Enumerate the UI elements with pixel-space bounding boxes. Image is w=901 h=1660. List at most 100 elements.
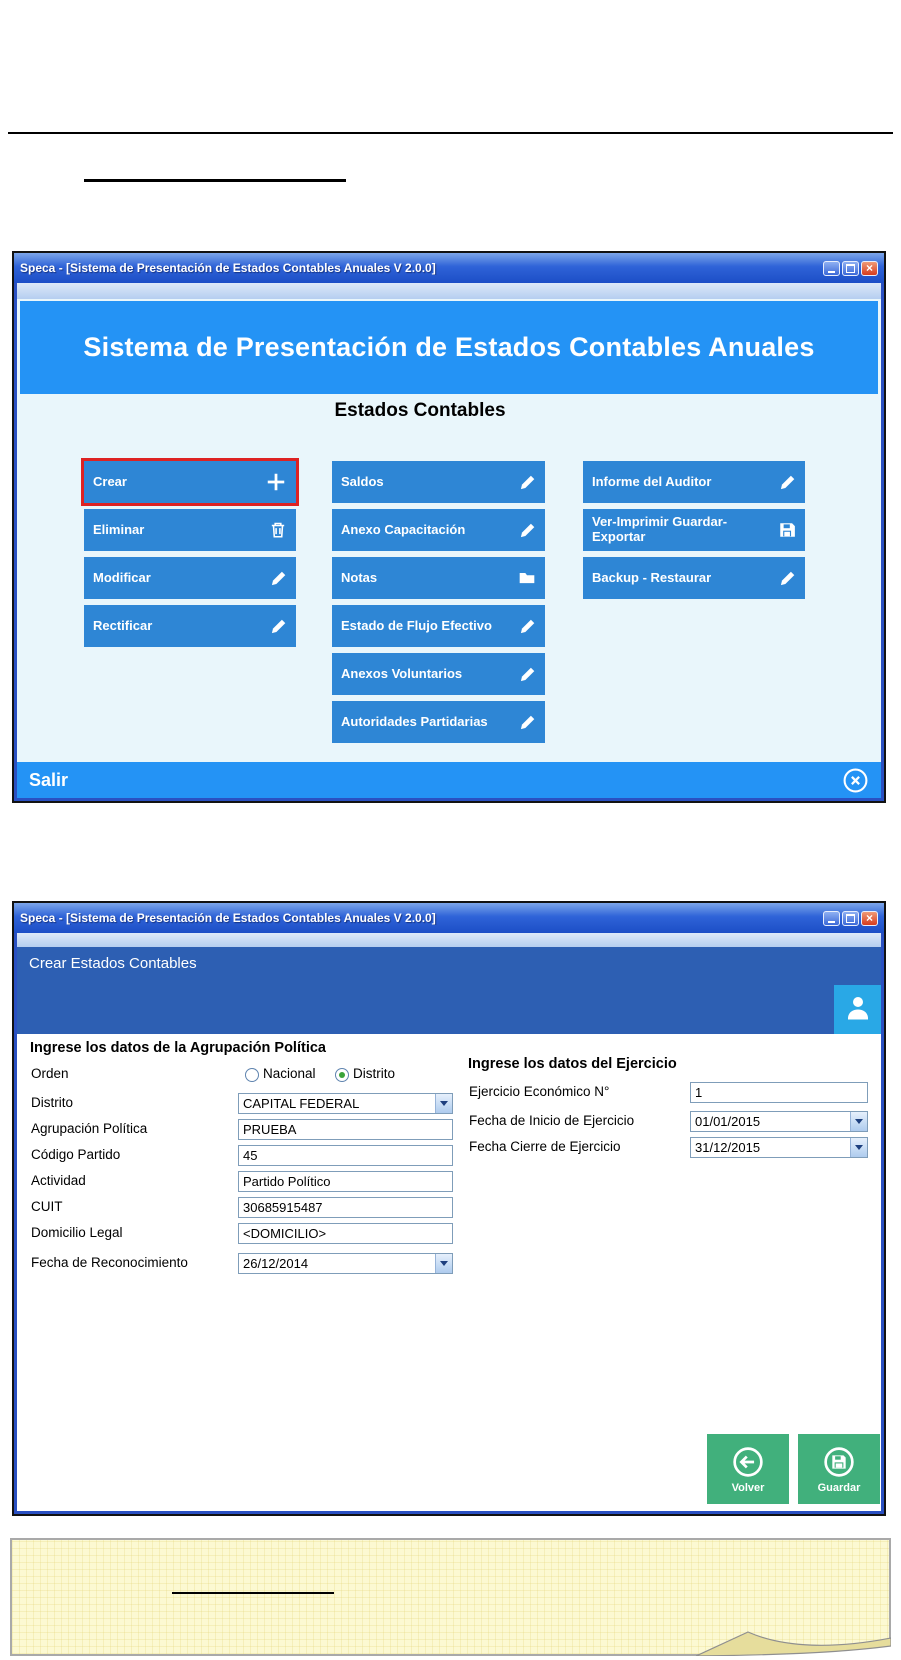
field-label-actividad: Actividad (31, 1173, 86, 1188)
window-titlebar[interactable]: Speca - [Sistema de Presentación de Esta… (14, 253, 884, 283)
volver-button[interactable]: Volver (707, 1434, 789, 1504)
menu-button-rectificar[interactable]: Rectificar (84, 605, 296, 647)
menu-button-modificar[interactable]: Modificar (84, 557, 296, 599)
person-badge (834, 985, 881, 1034)
menu-button-label: Ver-Imprimir Guardar-Exportar (592, 514, 728, 544)
menu-button-estado-flujo-efectivo[interactable]: Estado de Flujo Efectivo (332, 605, 545, 647)
distrito-value: CAPITAL FEDERAL (243, 1096, 360, 1111)
pencil-icon (519, 522, 536, 539)
chevron-down-icon[interactable] (850, 1138, 867, 1157)
fecha-cierre-value: 31/12/2015 (695, 1140, 761, 1155)
pencil-icon (270, 618, 287, 635)
close-button[interactable] (861, 910, 878, 926)
actividad-input[interactable] (238, 1171, 453, 1192)
plus-icon (265, 471, 287, 493)
chevron-down-icon[interactable] (435, 1094, 452, 1113)
menu-button-crear[interactable]: Crear (81, 458, 299, 506)
chevron-down-icon[interactable] (435, 1254, 452, 1273)
menu-button-saldos[interactable]: Saldos (332, 461, 545, 503)
minimize-button[interactable] (823, 260, 840, 276)
main-menu-window: Speca - [Sistema de Presentación de Esta… (12, 251, 886, 803)
menu-button-label: Rectificar (93, 617, 153, 633)
distrito-select[interactable]: CAPITAL FEDERAL (238, 1093, 453, 1114)
fecha-inicio-select[interactable]: 01/01/2015 (690, 1111, 868, 1132)
pencil-icon (519, 618, 536, 635)
volver-label: Volver (731, 1481, 765, 1494)
toolbar-strip (17, 933, 881, 947)
menu-column-3: Informe del Auditor Ver-Imprimir Guardar… (583, 461, 805, 599)
menu-button-label: Saldos (341, 473, 384, 489)
field-label-codigo-partido: Código Partido (31, 1147, 121, 1162)
fecha-cierre-select[interactable]: 31/12/2015 (690, 1137, 868, 1158)
window-title: Speca - [Sistema de Presentación de Esta… (20, 261, 436, 275)
codigo-partido-input[interactable] (238, 1145, 453, 1166)
pencil-icon (519, 474, 536, 491)
menu-button-notas[interactable]: Notas (332, 557, 545, 599)
fecha-reconocimiento-value: 26/12/2014 (243, 1256, 309, 1271)
close-circle-icon[interactable] (842, 767, 869, 794)
guardar-button[interactable]: Guardar (798, 1434, 880, 1504)
menu-button-label: Autoridades Partidarias (341, 713, 488, 729)
fecha-reconocimiento-select[interactable]: 26/12/2014 (238, 1253, 453, 1274)
field-label-fecha-cierre: Fecha Cierre de Ejercicio (469, 1139, 621, 1154)
pencil-icon (519, 666, 536, 683)
toolbar-strip (17, 283, 881, 299)
menu-button-label: Modificar (93, 569, 151, 585)
form-title: Crear Estados Contables (29, 955, 197, 972)
menu-button-anexos-voluntarios[interactable]: Anexos Voluntarios (332, 653, 545, 695)
window-controls (823, 910, 878, 926)
form-content: Ingrese los datos de la Agrupación Polít… (17, 1034, 881, 1511)
create-form-window: Speca - [Sistema de Presentación de Esta… (12, 901, 886, 1516)
menu-button-label: Anexos Voluntarios (341, 665, 463, 681)
menu-button-informe-auditor[interactable]: Informe del Auditor (583, 461, 805, 503)
menu-button-label: Informe del Auditor (592, 473, 712, 489)
field-label-cuit: CUIT (31, 1199, 63, 1214)
radio-distrito[interactable] (335, 1068, 349, 1082)
pencil-icon (519, 714, 536, 731)
menu-button-label: Backup - Restaurar (592, 569, 712, 585)
field-label-distrito: Distrito (31, 1095, 74, 1110)
right-section-title: Ingrese los datos del Ejercicio (468, 1056, 677, 1072)
maximize-button[interactable] (842, 910, 859, 926)
radio-nacional[interactable] (245, 1068, 259, 1082)
menu-button-anexo-capacitacion[interactable]: Anexo Capacitación (332, 509, 545, 551)
left-section-title: Ingrese los datos de la Agrupación Polít… (30, 1040, 326, 1056)
exit-label: Salir (29, 769, 69, 790)
agrupacion-politica-input[interactable] (238, 1119, 453, 1140)
window-frame: Sistema de Presentación de Estados Conta… (14, 283, 884, 801)
menu-button-backup-restaurar[interactable]: Backup - Restaurar (583, 557, 805, 599)
cuit-input[interactable] (238, 1197, 453, 1218)
menu-button-ver-imprimir-guardar-exportar[interactable]: Ver-Imprimir Guardar-Exportar (583, 509, 805, 551)
note-box (10, 1538, 891, 1656)
guardar-label: Guardar (817, 1481, 861, 1494)
exit-bar[interactable]: Salir (17, 762, 881, 798)
window-title: Speca - [Sistema de Presentación de Esta… (20, 911, 436, 925)
window-titlebar[interactable]: Speca - [Sistema de Presentación de Esta… (14, 903, 884, 933)
field-label-orden: Orden (31, 1066, 69, 1081)
minimize-button[interactable] (823, 910, 840, 926)
app-banner: Sistema de Presentación de Estados Conta… (20, 301, 878, 394)
menu-button-label: Estado de Flujo Efectivo (341, 617, 492, 633)
horizontal-rule (8, 132, 893, 134)
close-button[interactable] (861, 260, 878, 276)
caption-underline (84, 179, 346, 182)
ejercicio-economico-input[interactable] (690, 1082, 868, 1103)
pencil-icon (779, 570, 796, 587)
menu-button-label: Notas (341, 569, 378, 585)
menu-button-autoridades-partidarias[interactable]: Autoridades Partidarias (332, 701, 545, 743)
field-label-domicilio-legal: Domicilio Legal (31, 1225, 123, 1240)
maximize-button[interactable] (842, 260, 859, 276)
field-label-fecha-reconocimiento: Fecha de Reconocimiento (31, 1255, 188, 1270)
radio-label-distrito[interactable]: Distrito (353, 1066, 396, 1081)
radio-label-nacional[interactable]: Nacional (263, 1066, 316, 1081)
person-icon (843, 992, 873, 1027)
section-subtitle: Estados Contables (334, 400, 506, 421)
domicilio-legal-input[interactable] (238, 1223, 453, 1244)
menu-column-1: Crear Eliminar Modificar (81, 458, 299, 647)
menu-column-2: Saldos Anexo Capacitación Notas (332, 461, 545, 743)
menu-button-eliminar[interactable]: Eliminar (84, 509, 296, 551)
note-underline (172, 1592, 334, 1594)
field-label-fecha-inicio: Fecha de Inicio de Ejercicio (469, 1113, 635, 1128)
chevron-down-icon[interactable] (850, 1112, 867, 1131)
